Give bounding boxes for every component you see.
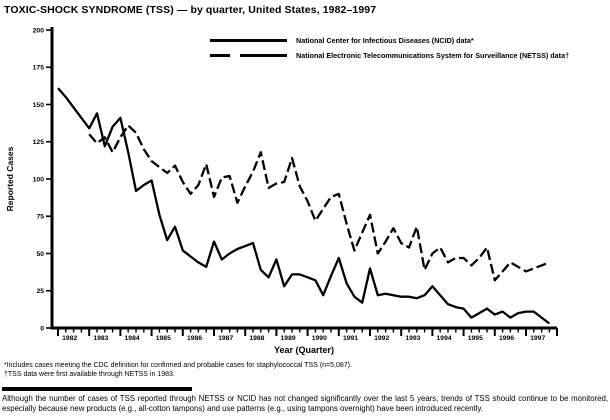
page-title: TOXIC-SHOCK SYNDROME (TSS) — by quarter,… (4, 4, 377, 16)
tss-line-chart: 0 25 50 75 100 125 150 175 200 1982 1983 1984 1985 19… (5, 27, 558, 355)
year-tick-label: 1982 (62, 335, 77, 342)
year-tick-label: 1983 (93, 335, 108, 342)
y-tick-label: 100 (33, 176, 45, 183)
legend-item-netss: National Electronic Telecommunications S… (210, 48, 569, 63)
year-tick-label: 1986 (187, 335, 202, 342)
footnote-netss-availability: †TSS data were first available through N… (4, 371, 175, 378)
chart-series (57, 87, 551, 325)
y-tick-label: 50 (36, 251, 44, 258)
y-tick-label: 125 (33, 139, 45, 146)
year-tick-label: 1985 (156, 335, 171, 342)
year-tick-label: 1993 (405, 335, 420, 342)
legend-item-ncid: National Center for Infectious Diseases … (210, 33, 569, 48)
year-tick-label: 1987 (218, 335, 233, 342)
year-tick-label: 1990 (312, 335, 327, 342)
year-tick-label: 1997 (530, 335, 545, 342)
year-tick-label: 1995 (468, 335, 483, 342)
chart-legend: National Center for Infectious Diseases … (210, 33, 569, 63)
netss-dashed-line-swatch (210, 54, 287, 57)
year-tick-label: 1984 (125, 335, 140, 342)
year-tick-label: 1996 (499, 335, 514, 342)
y-tick-label: 25 (36, 288, 44, 295)
y-axis-title: Reported Cases (5, 146, 15, 211)
y-tick-label: 200 (33, 27, 45, 34)
ncid-solid-line-swatch (210, 39, 287, 42)
chart-axes: 0 25 50 75 100 125 150 175 200 1982 1983 1984 1985 19… (33, 27, 558, 342)
y-tick-label: 175 (33, 65, 45, 72)
legend-label-ncid: National Center for Infectious Diseases … (296, 36, 474, 45)
year-tick-label: 1991 (343, 335, 358, 342)
footnote-ncid-definition: *Includes cases meeting the CDC definiti… (4, 362, 352, 369)
y-tick-label: 150 (33, 102, 45, 109)
legend-label-netss: National Electronic Telecommunications S… (296, 51, 570, 60)
editorial-note: Although the number of cases of TSS repo… (2, 394, 608, 414)
y-tick-label: 0 (40, 325, 44, 332)
y-tick-label: 75 (36, 214, 44, 221)
x-axis-title: Year (Quarter) (274, 345, 334, 355)
ncid-data-line (57, 87, 551, 325)
year-tick-label: 1992 (374, 335, 389, 342)
year-tick-label: 1988 (249, 335, 264, 342)
year-tick-label: 1989 (281, 335, 296, 342)
footnote-divider-rule (2, 387, 192, 391)
netss-data-line (88, 124, 550, 282)
year-tick-label: 1994 (437, 335, 452, 342)
